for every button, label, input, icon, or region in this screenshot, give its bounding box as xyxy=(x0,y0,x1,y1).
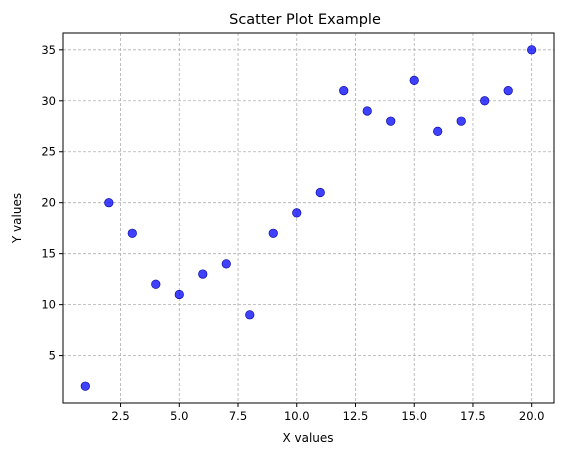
data-point xyxy=(245,310,255,320)
grid xyxy=(63,33,554,403)
data-point xyxy=(174,289,184,300)
data-point xyxy=(221,259,231,269)
data-points xyxy=(80,45,537,391)
y-tick-label: 30 xyxy=(41,94,56,108)
x-axis-label: X values xyxy=(282,431,333,445)
x-tick-label: 20.0 xyxy=(519,409,545,423)
x-tick-label: 7.5 xyxy=(229,409,247,423)
data-point xyxy=(456,116,466,126)
y-axis-label: Y values xyxy=(10,193,24,244)
y-tick-label: 5 xyxy=(49,349,56,363)
data-point xyxy=(127,228,137,238)
x-tick-label: 2.5 xyxy=(111,409,129,423)
data-point xyxy=(386,116,396,126)
plot-frame xyxy=(62,32,555,404)
y-tick-label: 10 xyxy=(41,298,56,312)
data-point xyxy=(315,187,325,198)
y-tick-label: 35 xyxy=(41,43,56,57)
chart-title: Scatter Plot Example xyxy=(229,12,381,28)
data-point xyxy=(409,75,419,85)
data-point xyxy=(292,208,302,218)
x-tick-label: 17.5 xyxy=(460,409,486,423)
data-point xyxy=(503,85,513,96)
y-tick-label: 25 xyxy=(41,145,56,159)
data-point xyxy=(527,45,537,55)
x-tick-label: 10.0 xyxy=(284,409,310,423)
y-tick-label: 20 xyxy=(41,196,56,210)
data-point xyxy=(198,269,208,279)
data-point xyxy=(104,198,114,208)
data-point xyxy=(80,381,90,391)
data-point xyxy=(362,106,372,116)
y-tick-label: 15 xyxy=(41,247,56,261)
x-tick-label: 12.5 xyxy=(343,409,369,423)
axis-ticks: 2.5 5.0 7.5 10.0 12.5 15.0 17.5 20.0 5 10 15 20 25 30… xyxy=(41,43,544,423)
data-point xyxy=(433,126,443,136)
data-point xyxy=(339,85,349,96)
data-point xyxy=(480,96,490,106)
x-tick-label: 5.0 xyxy=(170,409,188,423)
data-point xyxy=(268,228,278,238)
data-point xyxy=(151,279,161,289)
x-tick-label: 15.0 xyxy=(401,409,427,423)
